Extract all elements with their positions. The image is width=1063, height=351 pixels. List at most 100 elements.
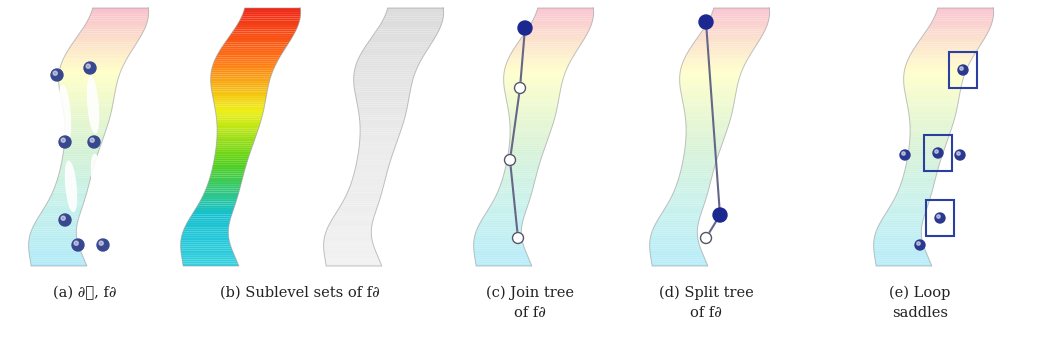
Polygon shape bbox=[64, 148, 100, 150]
Polygon shape bbox=[325, 264, 382, 266]
Polygon shape bbox=[199, 201, 236, 204]
Polygon shape bbox=[682, 163, 715, 165]
Polygon shape bbox=[354, 83, 412, 85]
Polygon shape bbox=[33, 225, 77, 227]
Polygon shape bbox=[686, 137, 725, 139]
Polygon shape bbox=[210, 83, 269, 85]
Polygon shape bbox=[904, 79, 963, 81]
Circle shape bbox=[61, 216, 65, 220]
Polygon shape bbox=[225, 40, 290, 42]
Polygon shape bbox=[376, 29, 439, 32]
Polygon shape bbox=[500, 186, 534, 188]
Polygon shape bbox=[505, 66, 568, 68]
Polygon shape bbox=[908, 154, 943, 156]
Polygon shape bbox=[381, 23, 442, 25]
Text: of f∂: of f∂ bbox=[514, 306, 546, 320]
Polygon shape bbox=[55, 184, 89, 186]
Polygon shape bbox=[684, 156, 718, 158]
Polygon shape bbox=[353, 176, 386, 178]
Polygon shape bbox=[929, 25, 991, 27]
Polygon shape bbox=[685, 57, 748, 59]
Polygon shape bbox=[57, 178, 90, 180]
Polygon shape bbox=[874, 236, 922, 238]
Polygon shape bbox=[60, 66, 123, 68]
Circle shape bbox=[915, 240, 925, 250]
Polygon shape bbox=[909, 145, 946, 148]
Text: (a) ∂ℳ, f∂: (a) ∂ℳ, f∂ bbox=[53, 286, 117, 300]
Polygon shape bbox=[30, 255, 83, 257]
Polygon shape bbox=[504, 79, 563, 81]
Polygon shape bbox=[512, 49, 578, 51]
Polygon shape bbox=[907, 100, 959, 102]
Circle shape bbox=[933, 148, 943, 158]
Polygon shape bbox=[506, 96, 559, 98]
Polygon shape bbox=[881, 218, 924, 221]
Polygon shape bbox=[907, 102, 958, 105]
Polygon shape bbox=[905, 92, 960, 94]
Polygon shape bbox=[705, 25, 767, 27]
Polygon shape bbox=[874, 251, 927, 253]
Polygon shape bbox=[62, 62, 125, 64]
Polygon shape bbox=[485, 212, 525, 214]
Polygon shape bbox=[671, 197, 707, 199]
Polygon shape bbox=[908, 156, 942, 158]
Polygon shape bbox=[689, 49, 754, 51]
Polygon shape bbox=[191, 214, 232, 217]
Polygon shape bbox=[60, 68, 122, 70]
Polygon shape bbox=[182, 257, 236, 259]
Polygon shape bbox=[907, 62, 971, 64]
Polygon shape bbox=[905, 66, 968, 68]
Polygon shape bbox=[649, 244, 699, 247]
Polygon shape bbox=[892, 201, 929, 204]
Polygon shape bbox=[680, 72, 741, 75]
Polygon shape bbox=[213, 98, 266, 100]
Polygon shape bbox=[911, 51, 977, 53]
Polygon shape bbox=[387, 10, 443, 12]
Polygon shape bbox=[58, 72, 120, 75]
Polygon shape bbox=[233, 29, 297, 32]
Polygon shape bbox=[874, 249, 926, 251]
Polygon shape bbox=[505, 94, 560, 96]
Polygon shape bbox=[60, 70, 121, 72]
Polygon shape bbox=[709, 19, 769, 21]
Polygon shape bbox=[684, 107, 733, 109]
Polygon shape bbox=[691, 45, 757, 46]
Polygon shape bbox=[474, 238, 522, 240]
Polygon shape bbox=[874, 242, 923, 244]
Polygon shape bbox=[216, 150, 251, 152]
Polygon shape bbox=[183, 229, 229, 231]
Polygon shape bbox=[875, 255, 928, 257]
Polygon shape bbox=[205, 188, 240, 191]
Polygon shape bbox=[506, 62, 570, 64]
Polygon shape bbox=[358, 154, 392, 156]
Polygon shape bbox=[474, 236, 522, 238]
Polygon shape bbox=[507, 105, 558, 107]
Polygon shape bbox=[354, 85, 411, 87]
Polygon shape bbox=[508, 109, 557, 111]
Polygon shape bbox=[382, 21, 442, 23]
Polygon shape bbox=[182, 234, 229, 236]
Polygon shape bbox=[507, 102, 558, 105]
Polygon shape bbox=[360, 53, 425, 55]
Polygon shape bbox=[696, 38, 761, 40]
Polygon shape bbox=[203, 193, 239, 195]
Polygon shape bbox=[685, 150, 720, 152]
Polygon shape bbox=[506, 165, 539, 167]
Polygon shape bbox=[918, 40, 983, 42]
Polygon shape bbox=[681, 167, 714, 169]
Polygon shape bbox=[360, 126, 402, 128]
Polygon shape bbox=[331, 221, 373, 223]
Polygon shape bbox=[215, 156, 249, 158]
Polygon shape bbox=[182, 236, 229, 238]
Polygon shape bbox=[504, 87, 561, 90]
Polygon shape bbox=[334, 214, 375, 217]
Polygon shape bbox=[910, 135, 949, 137]
Polygon shape bbox=[217, 118, 261, 120]
Polygon shape bbox=[359, 118, 405, 120]
Polygon shape bbox=[676, 184, 710, 186]
Polygon shape bbox=[63, 105, 113, 107]
Polygon shape bbox=[904, 75, 964, 77]
Polygon shape bbox=[910, 128, 951, 131]
Polygon shape bbox=[904, 77, 964, 79]
Polygon shape bbox=[65, 141, 102, 143]
